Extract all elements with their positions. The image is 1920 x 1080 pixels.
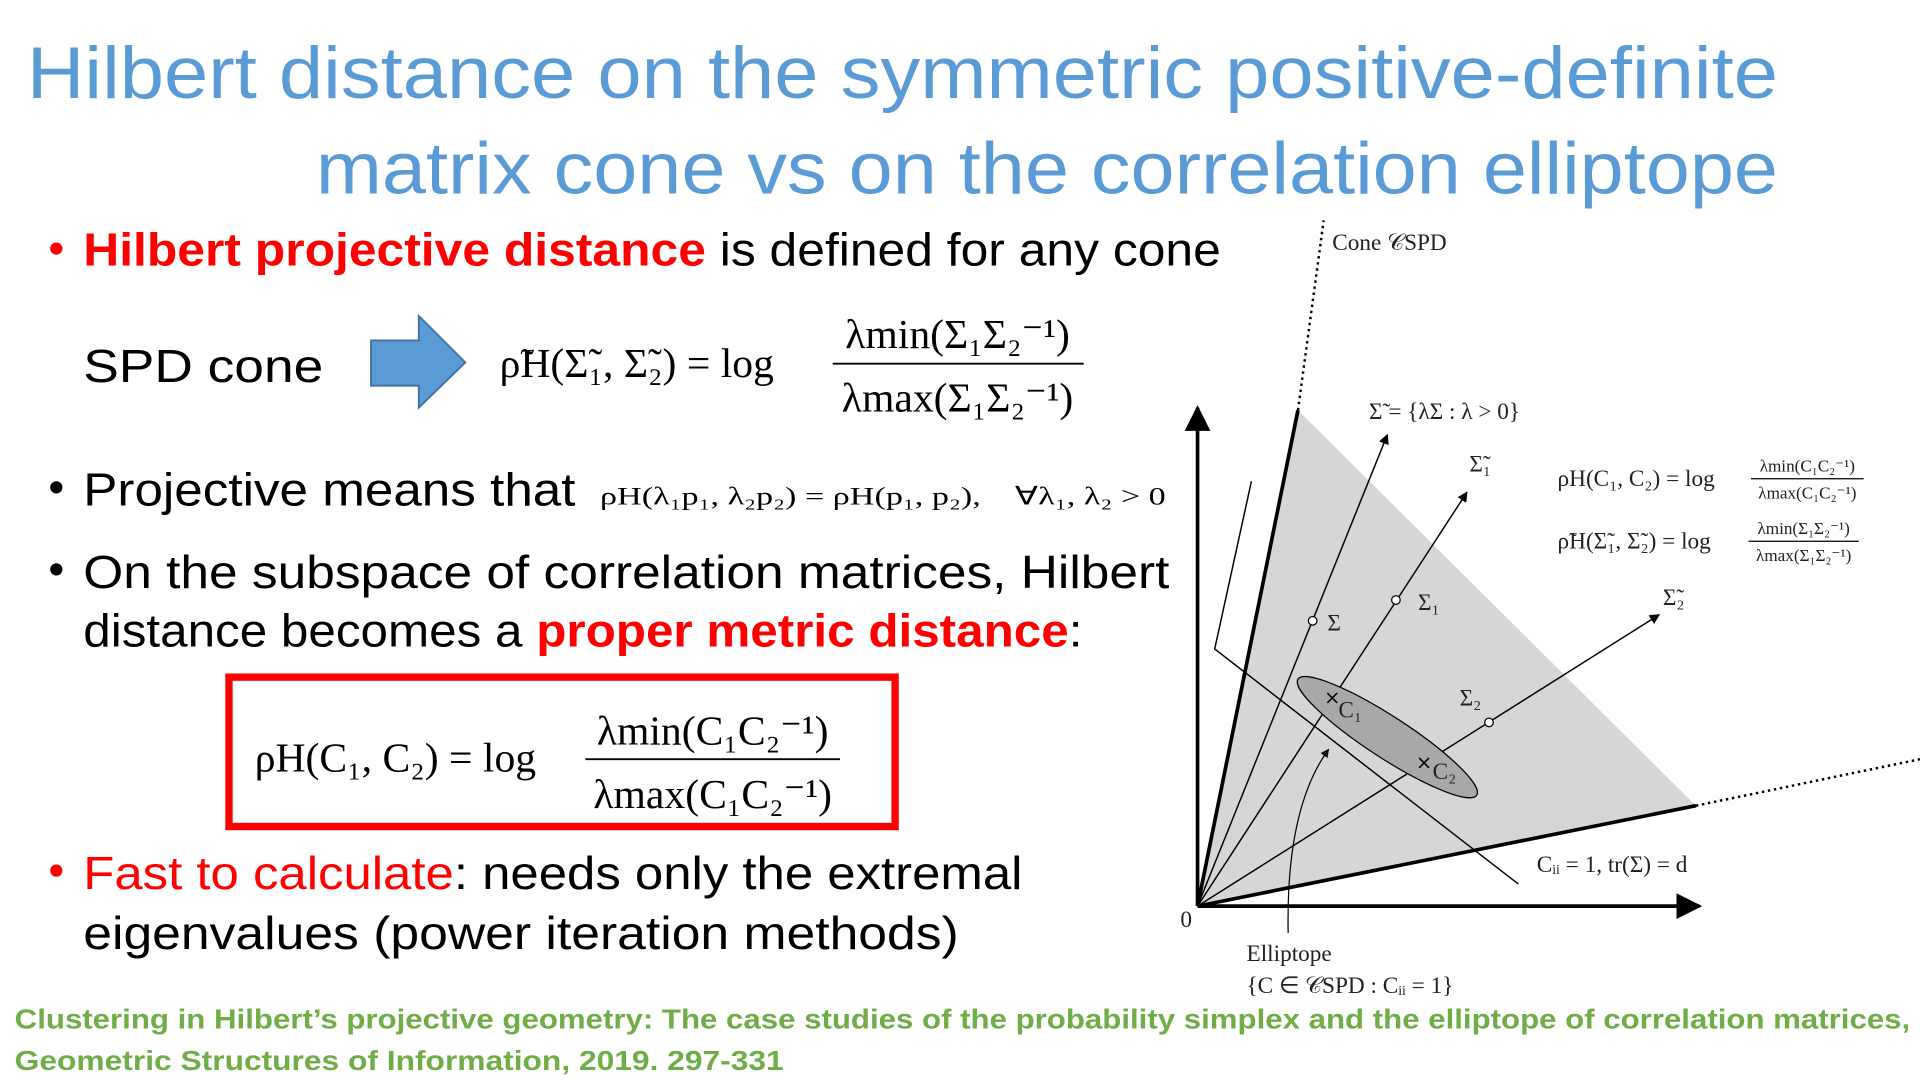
cone-region	[1197, 410, 1696, 907]
point	[1391, 595, 1401, 605]
formula-numerator: λmin(Σ₁Σ₂⁻¹)	[845, 312, 1070, 358]
label: 0	[1180, 907, 1192, 933]
formula-box	[225, 673, 899, 831]
point	[1484, 717, 1494, 728]
label: Σ₂	[1460, 685, 1482, 711]
point	[1307, 615, 1318, 626]
label: Elliptope	[1247, 941, 1332, 967]
spd-label: SPD cone	[83, 340, 323, 392]
citation: Geometric Structures of Information, 201…	[15, 1045, 784, 1076]
label: Σ	[1327, 611, 1341, 637]
formula-numerator: λmin(C₁C₂⁻¹)	[597, 708, 829, 754]
label: Σ̃₂	[1663, 585, 1685, 611]
highlight: Fast to calculate	[83, 847, 454, 899]
bullet: Hilbert projective distance is defined f…	[83, 224, 1221, 276]
cross-marks	[1326, 692, 1430, 769]
diagram: Cone 𝒞SPD Σ̃ = {λΣ : λ > 0} Σ̃₁ Σ̃₂ Σ Σ₁…	[1180, 220, 1920, 999]
title-line: matrix cone vs on the correlation ellipt…	[316, 126, 1778, 209]
bullet-text: : needs only the extremal	[454, 847, 1023, 899]
formula-denominator: λmax(C₁C₂⁻¹)	[1758, 483, 1856, 502]
bullet: On the subspace of correlation matrices,…	[83, 546, 1169, 598]
cone-edge-dotted	[1296, 220, 1325, 411]
pointer-arrow	[1287, 748, 1330, 934]
cone-edge	[1195, 409, 1300, 907]
highlight: proper metric distance	[536, 605, 1068, 657]
bullet-dot	[50, 242, 63, 255]
bullet-text: distance becomes a	[83, 605, 536, 657]
label: Σ₁	[1418, 590, 1440, 616]
formula-lhs: ρH(C₁, C₂) = log	[255, 735, 537, 781]
highlight: Hilbert projective distance	[83, 224, 706, 276]
formula-lhs: ρ̃H(Σ̃₁, Σ̃₂) = log	[500, 341, 775, 387]
hyperplane	[1213, 481, 1519, 885]
bullet: Fast to calculate: needs only the extrem…	[83, 847, 1022, 899]
cone-edge-dotted	[1695, 757, 1920, 807]
label: C₂	[1433, 759, 1457, 785]
ray	[1196, 433, 1389, 907]
bullet: eigenvalues (power iteration methods)	[83, 907, 959, 959]
formula-lhs: ρH(C₁, C₂) = log	[1558, 466, 1716, 492]
label: {C ∈ 𝒞SPD : Cᵢᵢ = 1}	[1247, 973, 1454, 999]
label: Σ̃₁	[1469, 451, 1491, 477]
cone-edge	[1197, 803, 1697, 908]
label: C₁	[1338, 698, 1362, 724]
formula-numerator: λmin(C₁C₂⁻¹)	[1760, 456, 1855, 475]
title-line: Hilbert distance on the symmetric positi…	[27, 31, 1778, 114]
bullet-text: :	[1069, 605, 1083, 657]
formula-denominator: λmax(C₁C₂⁻¹)	[593, 772, 832, 818]
bullet-text: is defined for any cone	[706, 224, 1221, 276]
citation: Clustering in Hilbert’s projective geome…	[15, 1004, 1911, 1035]
formula: ρH(λ₁p₁, λ₂p₂) = ρH(p₁, p₂), ∀λ₁, λ₂ > 0	[600, 481, 1166, 510]
bullet: distance becomes a proper metric distanc…	[83, 605, 1082, 657]
bullet: Projective means that	[83, 464, 575, 516]
formula-lhs: ρ̃H(Σ̃₁, Σ̃₂) = log	[1558, 529, 1712, 555]
arrow	[370, 313, 467, 410]
bullet-dot	[50, 563, 63, 576]
bullet-dot	[50, 864, 63, 877]
label: Σ̃ = {λΣ : λ > 0}	[1369, 399, 1520, 425]
formula-numerator: λmin(Σ₁Σ₂⁻¹)	[1757, 519, 1849, 538]
elliptope	[1296, 675, 1479, 799]
label: Cone 𝒞SPD	[1332, 230, 1447, 256]
formula-denominator: λmax(Σ₁Σ₂⁻¹)	[842, 375, 1074, 421]
label: Cᵢᵢ = 1, tr(Σ) = d	[1537, 852, 1688, 878]
formula-denominator: λmax(Σ₁Σ₂⁻¹)	[1756, 546, 1851, 565]
bullet-dot	[50, 481, 63, 494]
